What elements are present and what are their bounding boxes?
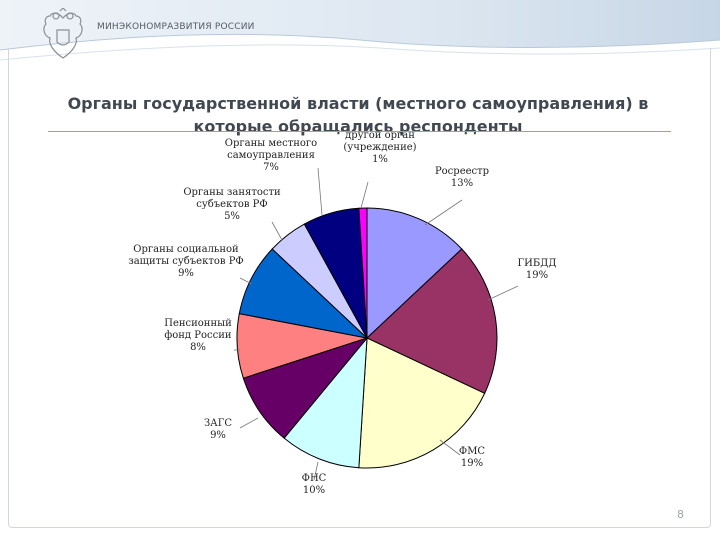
slice-label-line: другой орган: [345, 130, 415, 141]
pie-slice: [358, 207, 368, 339]
leader-line: [424, 199, 463, 226]
slice-label-line: 10%: [303, 485, 325, 496]
slice-label-line: 7%: [263, 162, 279, 173]
ministry-name: МИНЭКОНОМРАЗВИТИЯ РОССИИ: [97, 22, 255, 32]
slice-label-line: защиты субъектов РФ: [128, 256, 243, 267]
slice-label-line: субъектов РФ: [196, 199, 267, 210]
pie-slice: [283, 336, 368, 469]
slice-label: другой орган (учреждение) 1%: [343, 130, 416, 165]
pie-slice: [366, 207, 463, 340]
slice-label-line: Росреестр: [435, 166, 489, 177]
slice-label: ЗАГС 9%: [204, 418, 232, 441]
slide-frame: [8, 48, 711, 528]
slice-label-line: Органы местного: [225, 138, 317, 149]
coat-of-arms-icon: [43, 8, 83, 59]
leader-line: [360, 181, 369, 209]
slice-label-line: ГИБДД: [518, 258, 557, 269]
pie-slice: [358, 337, 486, 469]
slice-label-line: 13%: [451, 178, 473, 189]
leader-line: [487, 285, 519, 301]
slice-label: Органы местного самоуправления 7%: [225, 138, 317, 173]
slice-label-line: Органы занятости: [183, 187, 281, 198]
slice-label: ФМС 19%: [459, 446, 486, 469]
pie-slice: [366, 248, 498, 395]
slice-label: Росреестр 13%: [435, 166, 489, 189]
slice-label: Органы социальной защиты субъектов РФ 9%: [128, 244, 243, 279]
slice-label-line: (учреждение): [343, 142, 416, 153]
slice-label: ГИБДД 19%: [518, 258, 557, 281]
header-band: [0, 0, 720, 61]
slice-label-line: самоуправления: [227, 150, 315, 161]
slice-label: Пенсионный фонд России 8%: [164, 318, 232, 353]
slice-label-line: ЗАГС: [204, 418, 232, 429]
slice-label-line: 8%: [190, 342, 206, 353]
slice-label-line: 9%: [178, 268, 194, 279]
slice-label-line: 1%: [372, 154, 388, 165]
page-number: 8: [677, 508, 684, 521]
slice-label-line: Органы социальной: [133, 244, 239, 255]
title-divider: [48, 131, 671, 132]
slice-label-line: фонд России: [164, 330, 231, 341]
leader-line: [239, 277, 253, 285]
leader-line: [317, 167, 323, 216]
slice-label: Органы занятости субъектов РФ 5%: [183, 187, 281, 222]
leader-line: [439, 439, 461, 456]
slice-label-line: 9%: [210, 430, 226, 441]
leader-line: [239, 417, 259, 429]
slice-label-line: 5%: [224, 211, 240, 222]
slice-label-line: ФМС: [459, 446, 486, 457]
slice-label-line: 19%: [526, 270, 548, 281]
slice-label: ФНС 10%: [302, 473, 327, 496]
slice-label-line: ФНС: [302, 473, 327, 484]
leader-line: [313, 461, 319, 481]
leader-line: [271, 221, 283, 241]
slice-label-line: Пенсионный: [164, 318, 232, 329]
slice-label-line: 19%: [461, 458, 483, 469]
